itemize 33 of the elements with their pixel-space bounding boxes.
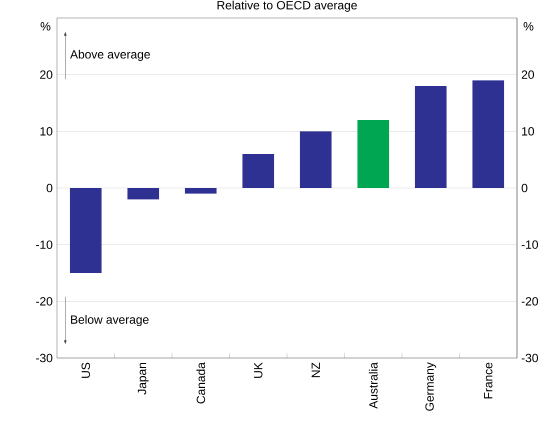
x-tick-label: UK xyxy=(254,362,262,378)
y2-tick-label: -30 xyxy=(522,354,538,362)
y-tick-label: -20 xyxy=(36,297,52,306)
y-tick-label: 20 xyxy=(40,70,52,79)
x-tick-label: Canada xyxy=(196,362,206,404)
y2-tick-label: 0 xyxy=(522,184,528,192)
x-tick-label: Germany xyxy=(425,362,436,411)
y2-axis-title: % xyxy=(524,22,534,31)
x-tick-label: Japan xyxy=(138,362,149,395)
bar xyxy=(357,120,390,188)
chart-title: Relative to OECD average xyxy=(218,0,357,12)
y2-tick-label: -10 xyxy=(522,240,538,249)
y-tick-label: -10 xyxy=(36,240,52,249)
bar xyxy=(300,131,332,188)
y-axis-title: % xyxy=(40,22,50,31)
y-tick-label: 10 xyxy=(40,127,52,136)
x-tick-label: NZ xyxy=(312,362,320,378)
y2-tick-label: -20 xyxy=(522,297,538,306)
annotation: Above average xyxy=(70,50,150,61)
y-tick-label: -30 xyxy=(36,354,52,362)
bar xyxy=(70,188,102,273)
bar xyxy=(472,80,504,188)
annotation: Below average xyxy=(71,315,149,326)
y2-tick-label: 10 xyxy=(522,127,534,136)
y2-tick-label: 20 xyxy=(522,70,534,79)
y-tick-label: 0 xyxy=(46,184,52,192)
x-tick-label: France xyxy=(484,362,492,398)
x-tick-label: US xyxy=(82,362,90,378)
bar xyxy=(242,154,274,188)
bar xyxy=(414,86,447,188)
bar xyxy=(127,188,160,200)
x-tick-label: Australia xyxy=(368,362,378,409)
bar xyxy=(184,188,217,194)
